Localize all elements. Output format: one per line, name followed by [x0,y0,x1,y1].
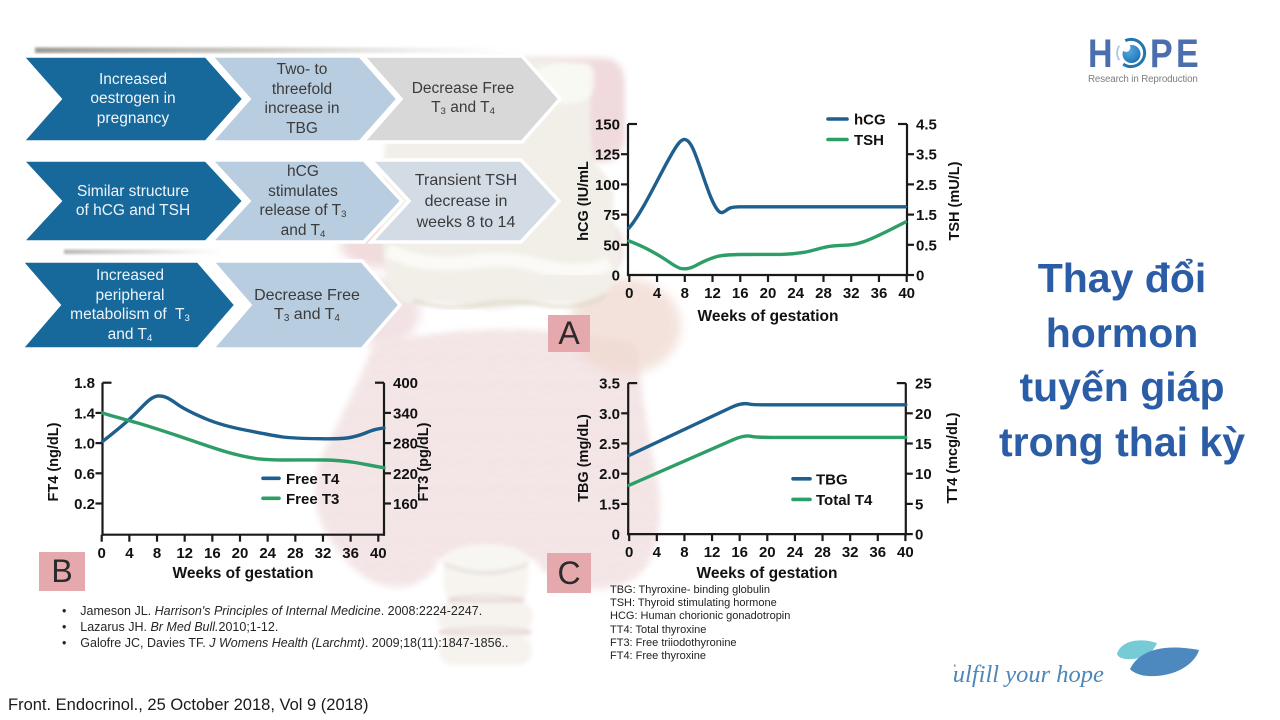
svg-text:340: 340 [393,405,418,422]
svg-text:40: 40 [370,545,387,562]
svg-text:32: 32 [315,545,332,562]
svg-text:1.5: 1.5 [599,496,620,513]
svg-text:40: 40 [898,285,915,302]
svg-text:280: 280 [393,436,418,453]
svg-text:TBG (mg/dL): TBG (mg/dL) [576,414,592,502]
svg-text:Total T4: Total T4 [816,492,873,509]
svg-text:20: 20 [760,285,777,302]
svg-text:1.4: 1.4 [74,405,96,422]
svg-text:4: 4 [125,545,134,562]
svg-text:5: 5 [915,496,923,513]
svg-text:8: 8 [680,544,688,561]
svg-text:0: 0 [625,285,633,302]
svg-text:0: 0 [612,527,620,544]
svg-text:16: 16 [731,544,748,561]
svg-text:TBG: TBG [816,471,848,488]
svg-text:Weeks of gestation: Weeks of gestation [697,565,838,582]
svg-text:TSH: TSH [854,132,884,149]
svg-text:28: 28 [287,545,304,562]
svg-text:24: 24 [787,285,804,302]
svg-text:2.0: 2.0 [599,466,620,483]
svg-text:125: 125 [595,147,620,164]
svg-text:Weeks of gestation: Weeks of gestation [173,565,314,582]
svg-text:16: 16 [732,285,749,302]
svg-text:12: 12 [704,544,721,561]
svg-text:0: 0 [915,527,923,544]
svg-text:24: 24 [259,545,276,562]
svg-text:4: 4 [653,285,662,302]
svg-text:16: 16 [204,545,221,562]
svg-text:20: 20 [232,545,249,562]
svg-text:0: 0 [612,268,620,285]
svg-text:12: 12 [176,545,193,562]
svg-text:20: 20 [759,544,776,561]
svg-text:TT4 (mcg/dL): TT4 (mcg/dL) [945,412,961,503]
svg-text:TSH (mU/L): TSH (mU/L) [947,161,963,240]
svg-text:32: 32 [843,285,860,302]
svg-text:15: 15 [915,436,932,453]
svg-text:1.5: 1.5 [916,207,937,224]
svg-text:hCG (IU/mL: hCG (IU/mL [576,161,592,241]
svg-text:3.5: 3.5 [599,376,620,393]
svg-text:25: 25 [915,376,932,393]
svg-text:160: 160 [393,496,418,513]
svg-text:FT4 (ng/dL): FT4 (ng/dL) [46,422,62,501]
svg-text:28: 28 [814,544,831,561]
svg-text:4.5: 4.5 [916,117,937,134]
svg-text:0.2: 0.2 [74,496,95,513]
svg-text:8: 8 [681,285,689,302]
svg-text:0: 0 [916,268,924,285]
svg-text:40: 40 [897,544,914,561]
svg-text:100: 100 [595,177,620,194]
svg-text:36: 36 [342,545,359,562]
svg-text:3.0: 3.0 [599,406,620,423]
svg-text:Free T3: Free T3 [286,491,339,508]
svg-text:hCG: hCG [854,112,886,129]
svg-text:3.5: 3.5 [916,147,937,164]
svg-text:28: 28 [815,285,832,302]
svg-text:0.5: 0.5 [916,237,937,254]
svg-text:8: 8 [153,545,161,562]
svg-text:10: 10 [915,466,932,483]
svg-text:2.5: 2.5 [916,177,937,194]
svg-text:Free T4: Free T4 [286,471,340,488]
svg-text:150: 150 [595,117,620,134]
svg-text:36: 36 [871,285,888,302]
svg-text:75: 75 [603,207,620,224]
svg-text:0.6: 0.6 [74,466,95,483]
svg-text:20: 20 [915,406,932,423]
svg-text:36: 36 [869,544,886,561]
svg-text:2.5: 2.5 [599,436,620,453]
svg-text:32: 32 [842,544,859,561]
svg-text:12: 12 [704,285,721,302]
svg-text:4: 4 [653,544,662,561]
svg-text:24: 24 [787,544,804,561]
svg-text:FT3 (pg/dL): FT3 (pg/dL) [416,422,432,501]
svg-text:Weeks of gestation: Weeks of gestation [698,308,839,325]
svg-text:50: 50 [603,237,620,254]
svg-text:220: 220 [393,466,418,483]
svg-text:400: 400 [393,375,418,392]
svg-text:0: 0 [625,544,633,561]
svg-text:0: 0 [98,545,106,562]
svg-text:1.8: 1.8 [74,375,95,392]
svg-text:1.0: 1.0 [74,436,95,453]
